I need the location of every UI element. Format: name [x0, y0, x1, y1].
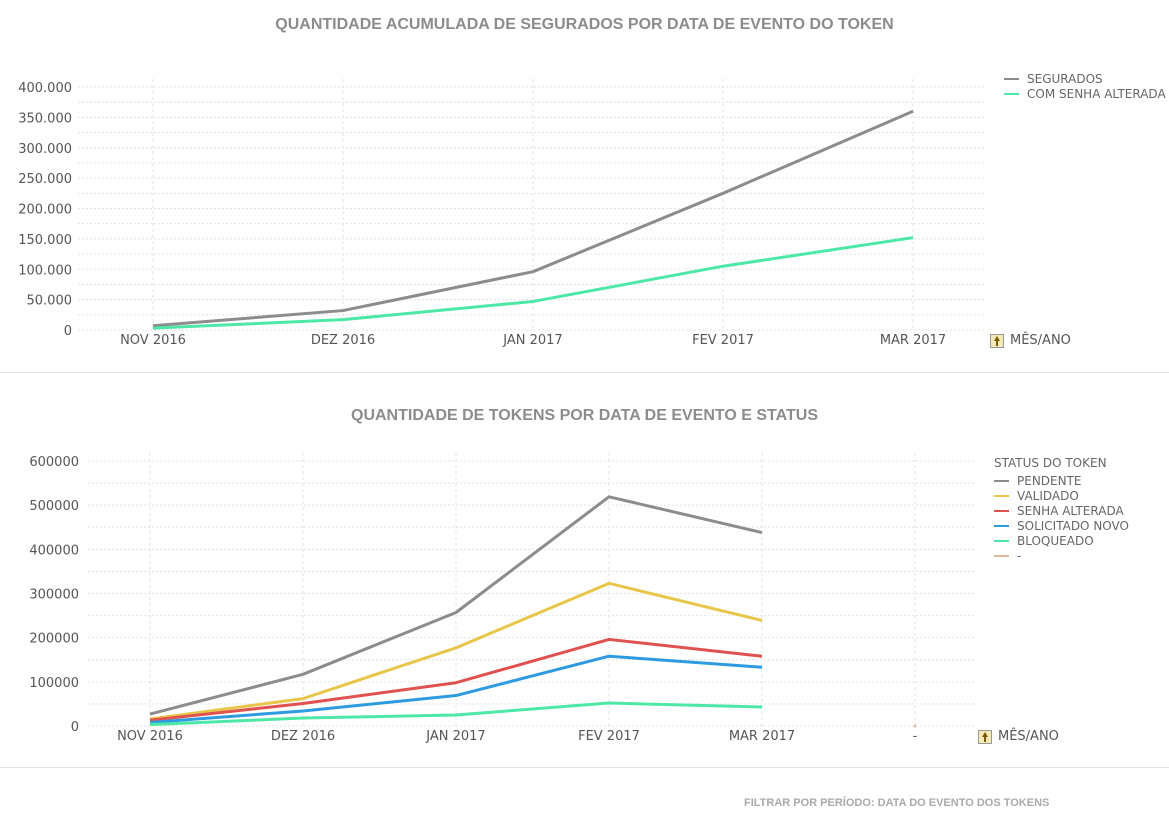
chart-1-series-line-0	[152, 109, 914, 328]
section-divider-2	[0, 767, 1169, 768]
chart-1-xaxis-label: MÊS/ANO	[1010, 333, 1071, 348]
drill-up-icon[interactable]	[990, 333, 1004, 348]
chart-2-xtick-label: JAN 2017	[425, 729, 485, 744]
chart-2-ytick-label: 400000	[29, 543, 79, 558]
chart-2-ytick-label: 300000	[29, 588, 79, 603]
chart-2-legend-item[interactable]: SOLICITADO NOVO	[994, 518, 1129, 533]
chart-1-xtick-label: NOV 2016	[120, 333, 186, 348]
period-filter-label[interactable]: FILTRAR POR PERÍODO: DATA DO EVENTO DOS …	[744, 797, 1050, 809]
chart-1-xtick-label: JAN 2017	[502, 333, 562, 348]
chart-2-series-line-3	[149, 654, 763, 724]
chart-2-legend-swatch	[994, 479, 1009, 482]
chart-2-legend-swatch	[994, 494, 1009, 497]
chart-2-ytick-label: 200000	[29, 632, 79, 647]
chart-2-legend-item[interactable]: VALIDADO	[994, 488, 1129, 503]
chart-1-legend-swatch	[1004, 77, 1019, 80]
chart-2-title: QUANTIDADE DE TOKENS POR DATA DE EVENTO …	[351, 407, 818, 424]
section-divider-1	[0, 372, 1169, 373]
chart-2-legend-label: -	[1017, 548, 1022, 563]
chart-2-xtick-label: -	[913, 729, 918, 744]
chart-2-series-line-0	[149, 495, 763, 716]
chart-2-legend-label: BLOQUEADO	[1017, 533, 1094, 548]
chart-2-xaxis-label: MÊS/ANO	[998, 729, 1059, 744]
chart-1-plot: 0 50.000 100.000 150.000 200.000 250.000 300.0…	[18, 79, 986, 348]
chart-2-xtick-label: FEV 2017	[578, 729, 640, 744]
chart-2-legend-swatch	[994, 509, 1009, 512]
chart-2-legend-label: SOLICITADO NOVO	[1017, 518, 1129, 533]
chart-2-legend-item[interactable]: PENDENTE	[994, 473, 1129, 488]
chart-1-ytick-label: 250.000	[18, 172, 72, 187]
chart-1-series-line-1	[152, 236, 914, 330]
chart-1-ytick-label: 350.000	[18, 111, 72, 126]
chart-2-xtick-label: NOV 2016	[117, 729, 183, 744]
chart-2-series-line-1	[149, 581, 763, 721]
chart-1-ytick-label: 300.000	[18, 142, 72, 157]
chart-1-xaxis-control[interactable]: MÊS/ANO	[990, 333, 1071, 348]
chart-2-xtick-label: MAR 2017	[729, 729, 795, 744]
chart-1-ytick-label: 200.000	[18, 203, 72, 218]
chart-1-ytick-label: 100.000	[18, 263, 72, 278]
chart-1-ytick-label: 0	[64, 324, 72, 339]
chart-1-title: QUANTIDADE ACUMULADA DE SEGURADOS POR DA…	[275, 16, 894, 33]
chart-2-legend-label: SENHA ALTERADA	[1017, 503, 1124, 518]
chart-1-legend-label: SEGURADOS	[1027, 71, 1103, 86]
chart-1-legend-swatch	[1004, 92, 1019, 95]
chart-2-legend-item[interactable]: SENHA ALTERADA	[994, 503, 1129, 518]
chart-2-legend-swatch	[994, 554, 1009, 557]
chart-2-xtick-label: DEZ 2016	[271, 729, 335, 744]
chart-1-xtick-label: MAR 2017	[880, 333, 946, 348]
chart-1-legend: SEGURADOS COM SENHA ALTERADA	[1004, 71, 1166, 101]
chart-1-ytick-label: 400.000	[18, 81, 72, 96]
chart-1-ytick-label: 150.000	[18, 233, 72, 248]
chart-2-ytick-label: 600000	[29, 455, 79, 470]
chart-2-legend: STATUS DO TOKEN PENDENTE VALIDADO SENHA AL…	[994, 456, 1129, 563]
chart-2-ytick-label: 500000	[29, 499, 79, 514]
chart-1-xtick-label: FEV 2017	[692, 333, 754, 348]
chart-2-legend-title: STATUS DO TOKEN	[994, 456, 1107, 470]
chart-2-xaxis-control[interactable]: MÊS/ANO	[978, 729, 1059, 744]
drill-up-icon[interactable]	[978, 729, 992, 744]
chart-2-legend-label: VALIDADO	[1017, 488, 1079, 503]
chart-2-ytick-label: 100000	[29, 676, 79, 691]
chart-2-legend-swatch	[994, 524, 1009, 527]
chart-2-series-line-2	[149, 637, 763, 722]
chart-2-legend-item[interactable]: -	[994, 548, 1129, 563]
chart-1-legend-item[interactable]: COM SENHA ALTERADA	[1004, 86, 1166, 101]
chart-1-ytick-label: 50.000	[27, 294, 73, 309]
chart-1-xtick-label: DEZ 2016	[311, 333, 375, 348]
chart-1-legend-item[interactable]: SEGURADOS	[1004, 71, 1166, 86]
chart-2-series-line-4	[149, 701, 763, 727]
chart-2-legend-swatch	[994, 539, 1009, 542]
chart-2-legend-label: PENDENTE	[1017, 473, 1082, 488]
chart-1-legend-label: COM SENHA ALTERADA	[1027, 86, 1166, 101]
chart-2-legend-item[interactable]: BLOQUEADO	[994, 533, 1129, 548]
chart-2-ytick-label: 0	[71, 720, 79, 735]
